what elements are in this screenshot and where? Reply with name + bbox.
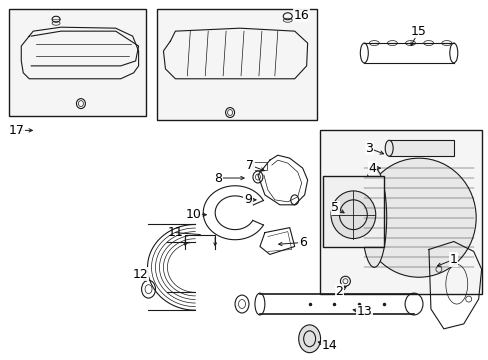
Ellipse shape <box>368 41 379 46</box>
Text: 7: 7 <box>245 159 253 172</box>
Bar <box>388 140 453 156</box>
Text: 15: 15 <box>410 24 426 38</box>
Bar <box>252 162 266 170</box>
Bar <box>252 162 266 170</box>
Bar <box>9 9 145 116</box>
Bar <box>157 9 316 121</box>
Text: 5: 5 <box>331 201 339 214</box>
Text: 4: 4 <box>367 162 375 175</box>
Ellipse shape <box>385 140 392 156</box>
Text: 16: 16 <box>293 9 309 22</box>
Ellipse shape <box>357 203 366 233</box>
Text: 1: 1 <box>449 253 457 266</box>
Ellipse shape <box>386 41 397 46</box>
Text: 10: 10 <box>185 208 201 221</box>
Text: 9: 9 <box>244 193 251 206</box>
Text: 17: 17 <box>8 124 24 137</box>
Ellipse shape <box>330 191 375 239</box>
Ellipse shape <box>405 41 415 46</box>
Bar <box>322 176 384 247</box>
Bar <box>388 140 453 156</box>
Text: 6: 6 <box>298 236 306 249</box>
Text: 14: 14 <box>321 339 337 352</box>
Bar <box>319 130 481 294</box>
Ellipse shape <box>361 158 475 277</box>
Text: 3: 3 <box>365 142 372 155</box>
Text: 11: 11 <box>167 226 183 239</box>
Ellipse shape <box>361 168 386 267</box>
Ellipse shape <box>423 41 433 46</box>
Text: 8: 8 <box>214 171 222 185</box>
Ellipse shape <box>298 325 320 353</box>
Text: 2: 2 <box>335 285 343 298</box>
Text: 12: 12 <box>132 268 148 281</box>
Ellipse shape <box>441 41 451 46</box>
Text: 13: 13 <box>356 306 371 319</box>
